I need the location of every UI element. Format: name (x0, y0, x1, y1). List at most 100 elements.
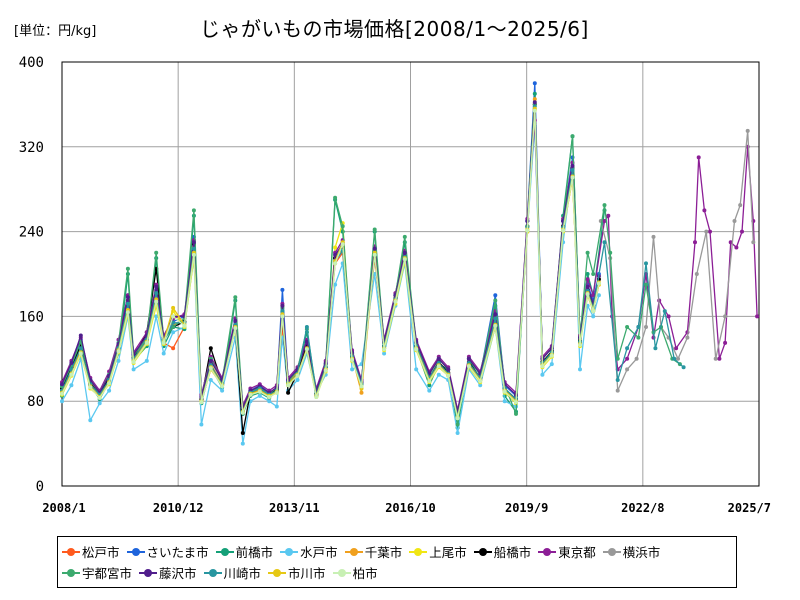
x-tick-labels: 2008/1 2010/12 2013/11 2016/10 2019/9 2022/8 2… (42, 501, 771, 515)
data-point (427, 388, 432, 393)
data-point (591, 309, 596, 314)
data-point (717, 356, 722, 361)
data-point (414, 367, 419, 372)
data-point (532, 91, 537, 96)
data-point (372, 246, 377, 251)
data-point (693, 240, 697, 245)
data-point (233, 326, 238, 331)
legend-item: 前橋市 (215, 541, 274, 562)
legend-marker-icon (280, 546, 299, 558)
data-point (69, 372, 74, 377)
legend-label: 水戸市 (300, 545, 338, 560)
data-point (333, 282, 338, 287)
data-point (333, 195, 338, 200)
data-point (625, 325, 630, 329)
data-point (78, 351, 83, 356)
data-point (88, 418, 93, 423)
data-point (578, 343, 582, 347)
data-point (427, 383, 432, 388)
data-point (382, 347, 387, 352)
data-point (636, 325, 641, 329)
data-point (478, 379, 483, 384)
legend-marker-icon (62, 546, 80, 558)
data-point (240, 441, 245, 446)
data-point (502, 389, 507, 394)
series-line (61, 119, 758, 411)
legend-label: 宇都宮市 (82, 566, 133, 581)
data-point (199, 422, 204, 427)
data-point (549, 353, 554, 358)
x-tick-label: 2022/8 (621, 501, 664, 515)
x-tick-label: 2008/1 (42, 501, 85, 515)
data-point (662, 309, 667, 314)
legend-marker-icon (62, 567, 80, 579)
data-point (666, 314, 671, 319)
data-point (131, 360, 136, 364)
legend-item: 柏市 (332, 562, 378, 583)
legend-label: 横浜市 (622, 545, 661, 560)
series-9 (60, 102, 682, 427)
data-point (591, 272, 596, 276)
data-point (125, 266, 130, 271)
data-point (97, 396, 102, 400)
data-point (295, 378, 300, 382)
legend-item: 藤沢市 (139, 562, 197, 583)
data-point (286, 383, 291, 388)
series-7 (60, 118, 760, 412)
data-point (372, 272, 377, 276)
data-point (208, 366, 213, 371)
data-point (704, 229, 709, 234)
data-point (131, 367, 136, 372)
data-point (107, 381, 112, 386)
data-point (596, 293, 601, 298)
data-point (708, 229, 712, 234)
data-point (233, 318, 238, 323)
legend-marker-icon (602, 546, 621, 558)
series-13 (60, 108, 601, 421)
legend-item: 上尾市 (409, 541, 467, 562)
data-point (286, 390, 291, 395)
data-point (549, 362, 554, 367)
data-point (570, 134, 575, 139)
data-point (585, 292, 590, 297)
data-point (602, 203, 607, 208)
legend-label: 前橋市 (235, 545, 274, 560)
data-point (751, 240, 756, 245)
y-tick-labels: 0 80 160 240 320 400 (19, 55, 44, 495)
data-point (280, 309, 285, 314)
data-point (69, 361, 74, 365)
data-point (696, 155, 701, 160)
gridlines (62, 62, 759, 486)
data-point (732, 219, 737, 223)
data-point (585, 250, 590, 255)
data-point (295, 373, 300, 378)
legend-label: 東京都 (558, 545, 596, 560)
data-point (540, 364, 545, 369)
legend-item: 松戸市 (62, 541, 120, 562)
data-point (60, 391, 64, 396)
data-point (532, 97, 537, 102)
x-tick-label: 2019/9 (505, 501, 548, 515)
data-point (414, 347, 419, 352)
data-point (274, 390, 279, 395)
data-point (615, 378, 620, 382)
data-point (455, 431, 460, 435)
x-tick-label: 2013/11 (269, 501, 320, 515)
y-tick-label: 240 (19, 225, 44, 241)
data-point (267, 395, 272, 399)
legend-item: 宇都宮市 (62, 562, 132, 583)
legend-label: 上尾市 (429, 545, 467, 560)
data-point (636, 335, 641, 340)
data-point (154, 284, 159, 289)
data-point (220, 388, 225, 393)
data-point (493, 323, 498, 328)
data-point (154, 250, 159, 255)
data-point (304, 339, 309, 344)
data-point (191, 240, 196, 245)
data-point (60, 382, 64, 387)
data-point (280, 303, 285, 308)
data-point (466, 364, 471, 369)
series-line (61, 110, 600, 419)
legend: 松戸市 さいたま市 前橋市 水戸市 千葉市 上尾市 船橋市 東京都 横浜市 宇都宮市 藤沢市 川崎市 市… (57, 536, 737, 588)
